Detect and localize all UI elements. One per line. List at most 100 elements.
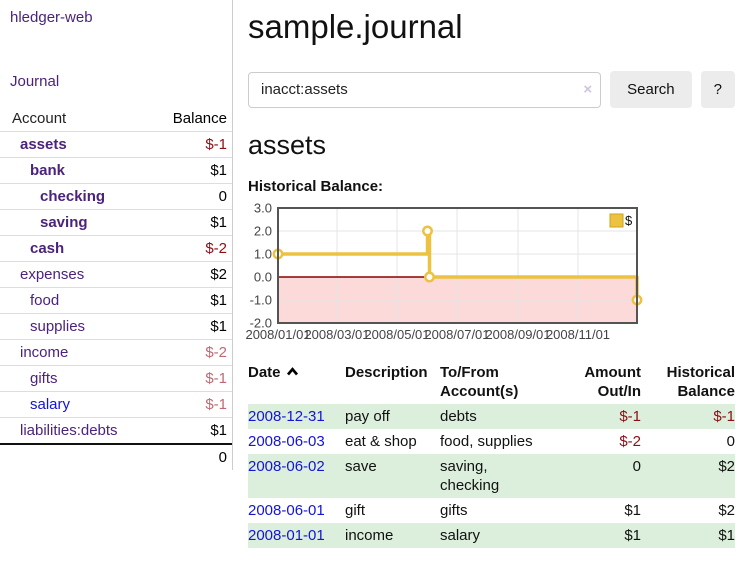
- transaction-amount: $1: [624, 502, 641, 519]
- account-balance: $1: [146, 313, 232, 340]
- account-balance: $-2: [146, 339, 232, 366]
- transaction-date-link[interactable]: 2008-01-01: [248, 527, 325, 544]
- accounts-header-balance: Balance: [172, 110, 227, 127]
- svg-text:0.0: 0.0: [254, 270, 272, 285]
- transaction-date-link[interactable]: 2008-06-02: [248, 458, 325, 475]
- account-row: food $1: [0, 287, 232, 314]
- register-row: 2008-06-01 gift gifts $1 $2: [248, 498, 735, 523]
- transaction-balance: $-1: [713, 408, 735, 425]
- register-header-row: Date Description To/From Account(s) Amoun…: [248, 360, 735, 404]
- svg-text:1.0: 1.0: [254, 247, 272, 262]
- account-row: bank $1: [0, 157, 232, 184]
- transaction-amount: 0: [632, 458, 641, 475]
- transaction-accounts: gifts: [440, 502, 468, 519]
- account-row: income $-2: [0, 339, 232, 366]
- account-link-saving[interactable]: saving: [40, 214, 88, 231]
- transaction-description: income: [345, 527, 394, 544]
- accounts-total: 0: [146, 443, 232, 470]
- transaction-description: pay off: [345, 408, 390, 425]
- transaction-balance: $2: [718, 458, 735, 475]
- register-table: Date Description To/From Account(s) Amoun…: [248, 360, 735, 548]
- account-balance: $-1: [146, 391, 232, 418]
- chart-title: Historical Balance:: [248, 178, 384, 195]
- account-link-expenses[interactable]: expenses: [20, 266, 85, 283]
- clear-search-icon[interactable]: ×: [583, 80, 593, 98]
- svg-text:2008/07/01: 2008/07/01: [424, 327, 489, 342]
- svg-text:-2.0: -2.0: [250, 316, 272, 331]
- svg-text:2008/03/01: 2008/03/01: [304, 327, 369, 342]
- register-header-description: Description: [345, 364, 428, 381]
- transaction-balance: 0: [726, 433, 735, 450]
- svg-text:2008/05/01: 2008/05/01: [364, 327, 429, 342]
- search-input[interactable]: [248, 71, 602, 108]
- account-link-assets[interactable]: assets: [20, 136, 67, 153]
- transaction-date-link[interactable]: 2008-06-01: [248, 502, 325, 519]
- account-balance: $-1: [146, 131, 232, 158]
- account-link-salary[interactable]: salary: [30, 396, 71, 413]
- account-link-income[interactable]: income: [20, 344, 69, 361]
- help-button[interactable]: ?: [700, 71, 735, 108]
- transaction-date-link[interactable]: 2008-06-03: [248, 433, 325, 450]
- account-balance: $-2: [146, 235, 232, 262]
- account-page-title: assets: [248, 130, 327, 160]
- register-header-amount: Amount Out/In: [584, 364, 641, 400]
- register-row: 2008-06-02 save saving, checking 0 $2: [248, 454, 735, 498]
- transaction-description: eat & shop: [345, 433, 417, 450]
- account-link-liabilities-debts[interactable]: liabilities:debts: [20, 422, 118, 439]
- account-link-food[interactable]: food: [30, 292, 60, 309]
- account-balance: $1: [146, 287, 232, 314]
- transaction-accounts: saving, checking: [440, 458, 500, 494]
- brand-link[interactable]: hledger-web: [10, 9, 93, 26]
- date-header-label: Date: [248, 364, 281, 381]
- account-balance: $-1: [146, 365, 232, 392]
- account-link-supplies[interactable]: supplies: [30, 318, 86, 335]
- account-row: gifts $-1: [0, 365, 232, 392]
- account-row: saving $1: [0, 209, 232, 236]
- search-button[interactable]: Search: [610, 71, 692, 108]
- sidebar: hledger-web Journal Account Balance asse…: [0, 0, 233, 470]
- account-balance: $1: [146, 417, 232, 444]
- account-row: cash $-2: [0, 235, 232, 262]
- transaction-description: gift: [345, 502, 366, 519]
- transaction-balance: $1: [718, 527, 735, 544]
- account-balance: $2: [146, 261, 232, 288]
- accounts-header-account: Account: [12, 110, 67, 127]
- account-row: checking 0: [0, 183, 232, 210]
- chart-plot: $3.0 2.0 1.0 0.0 -1.0 -2.02008/01/012008/03/0…: [245, 201, 643, 342]
- svg-text:2008/01/01: 2008/01/01: [245, 327, 310, 342]
- transaction-description: save: [345, 458, 377, 475]
- account-row: supplies $1: [0, 313, 232, 340]
- main-content: sample.journal × Search ? assets Histori…: [233, 0, 742, 548]
- account-link-cash[interactable]: cash: [30, 240, 65, 257]
- register-row: 2008-06-03 eat & shop food, supplies $-2…: [248, 429, 735, 454]
- account-balance: $1: [146, 157, 232, 184]
- register-row: 2008-01-01 income salary $1 $1: [248, 523, 735, 548]
- transaction-amount: $-2: [619, 433, 641, 450]
- page-title: sample.journal: [248, 8, 463, 45]
- account-link-checking[interactable]: checking: [40, 188, 106, 205]
- accounts-header-row: Account Balance: [0, 106, 232, 132]
- search-form: × Search ?: [248, 71, 735, 108]
- transaction-balance: $2: [718, 502, 735, 519]
- transaction-accounts: debts: [440, 408, 477, 425]
- account-link-gifts[interactable]: gifts: [30, 370, 58, 387]
- account-link-bank[interactable]: bank: [30, 162, 66, 179]
- register-header-date[interactable]: Date: [248, 360, 345, 404]
- register-row: 2008-12-31 pay off debts $-1 $-1: [248, 404, 735, 429]
- account-row: liabilities:debts $1: [0, 417, 232, 444]
- accounts-table: Account Balance assets $-1 bank $1 check…: [0, 106, 232, 470]
- account-balance: 0: [146, 183, 232, 210]
- svg-text:$: $: [625, 213, 633, 228]
- account-row: salary $-1: [0, 391, 232, 418]
- register-header-accounts: To/From Account(s): [440, 364, 519, 400]
- historical-balance-chart: $3.0 2.0 1.0 0.0 -1.0 -2.0 2008/01/01 2008/03/0…: [245, 201, 735, 345]
- svg-text:2.0: 2.0: [254, 224, 272, 239]
- transaction-accounts: salary: [440, 527, 481, 544]
- sidebar-item-journal[interactable]: Journal: [10, 73, 60, 90]
- transaction-date-link[interactable]: 2008-12-31: [248, 408, 325, 425]
- svg-text:3.0: 3.0: [254, 201, 272, 216]
- svg-text:-1.0: -1.0: [250, 293, 272, 308]
- svg-text:2008/11/01: 2008/11/01: [546, 327, 610, 342]
- transaction-amount: $-1: [619, 408, 641, 425]
- account-balance: $1: [146, 209, 232, 236]
